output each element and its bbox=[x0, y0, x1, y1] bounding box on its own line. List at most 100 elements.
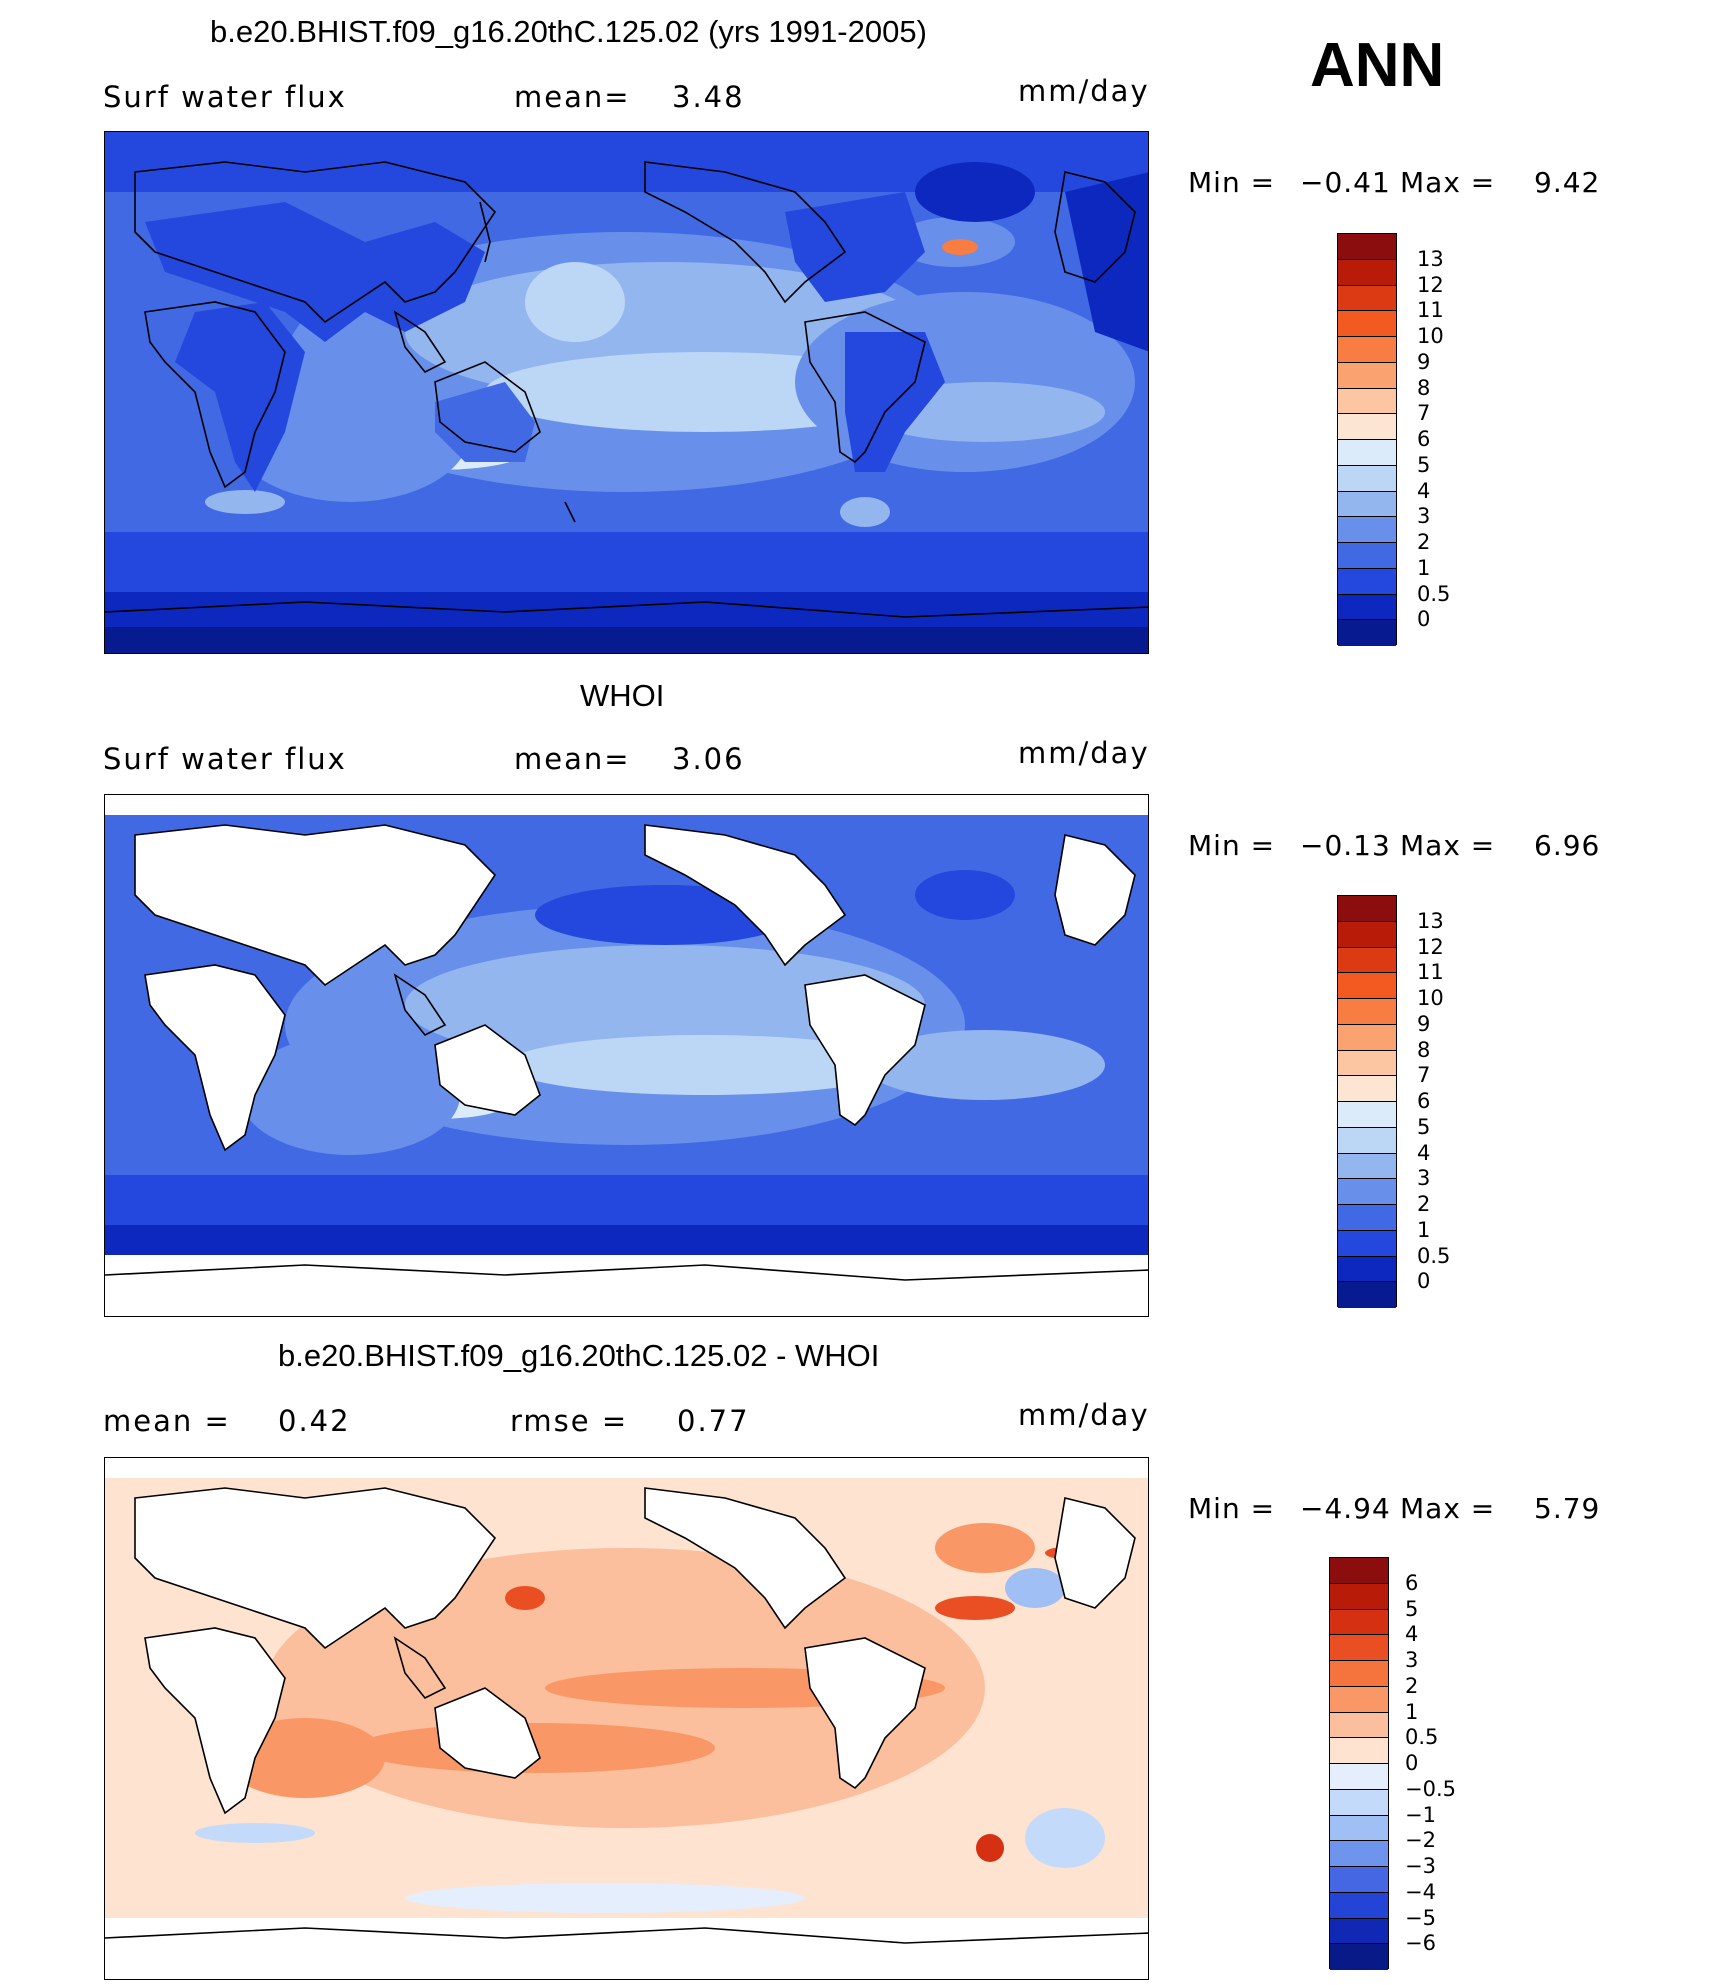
panel3-colorbar bbox=[1329, 1557, 1389, 1970]
colorbar-tick-label: 10 bbox=[1417, 986, 1444, 1010]
colorbar-swatch bbox=[1338, 1076, 1396, 1102]
colorbar-swatch bbox=[1338, 1205, 1396, 1231]
panel1-min-label: Min = bbox=[1188, 166, 1276, 199]
panel1-variable-label: Surf water flux bbox=[103, 80, 347, 114]
colorbar-swatch bbox=[1330, 1944, 1388, 1970]
colorbar-tick-label: −1 bbox=[1405, 1802, 1436, 1827]
colorbar-swatch bbox=[1330, 1635, 1388, 1661]
colorbar-tick-label: 8 bbox=[1417, 375, 1431, 400]
colorbar-tick-label: 6 bbox=[1417, 1089, 1431, 1113]
colorbar-swatch bbox=[1338, 311, 1396, 337]
panel2-variable-label: Surf water flux bbox=[103, 742, 347, 776]
panel3-title: b.e20.BHIST.f09_g16.20thC.125.02 - WHOI bbox=[278, 1338, 880, 1373]
colorbar-swatch bbox=[1338, 1230, 1396, 1257]
colorbar-swatch bbox=[1338, 1153, 1396, 1180]
colorbar-swatch bbox=[1338, 259, 1396, 286]
panel2-colorbar bbox=[1337, 895, 1397, 1308]
colorbar-tick-label: −0.5 bbox=[1405, 1776, 1456, 1801]
colorbar-tick-label: 5 bbox=[1417, 1114, 1431, 1139]
colorbar-tick-label: −5 bbox=[1405, 1905, 1436, 1930]
colorbar-tick-label: 1 bbox=[1417, 555, 1431, 580]
season-label: ANN bbox=[1310, 31, 1445, 100]
panel2-min-label: Min = bbox=[1188, 829, 1276, 862]
colorbar-swatch bbox=[1338, 1024, 1396, 1051]
colorbar-tick-label: 4 bbox=[1417, 478, 1431, 503]
panel1-units: mm/day bbox=[1018, 74, 1150, 108]
colorbar-tick-label: 9 bbox=[1417, 1011, 1431, 1036]
colorbar-tick-label: 0 bbox=[1417, 607, 1431, 632]
colorbar-swatch bbox=[1338, 285, 1396, 312]
panel1-title: b.e20.BHIST.f09_g16.20thC.125.02 (yrs 19… bbox=[210, 14, 927, 49]
colorbar-tick-label: 4 bbox=[1405, 1622, 1419, 1647]
colorbar-tick-label: 2 bbox=[1417, 1192, 1431, 1216]
panel3-min-value: −4.94 bbox=[1300, 1492, 1391, 1525]
colorbar-tick-label: 11 bbox=[1417, 298, 1444, 323]
colorbar-swatch bbox=[1330, 1661, 1388, 1687]
colorbar-swatch bbox=[1338, 517, 1396, 543]
colorbar-tick-label: 7 bbox=[1417, 401, 1431, 426]
colorbar-tick-label: −4 bbox=[1405, 1879, 1436, 1904]
colorbar-swatch bbox=[1330, 1686, 1388, 1713]
panel1-map bbox=[104, 131, 1149, 654]
colorbar-swatch bbox=[1338, 465, 1396, 492]
colorbar-tick-label: 13 bbox=[1417, 246, 1444, 271]
colorbar-swatch bbox=[1338, 594, 1396, 621]
panel2-max-value: 6.96 bbox=[1534, 829, 1601, 862]
colorbar-swatch bbox=[1338, 491, 1396, 518]
colorbar-swatch bbox=[1330, 1841, 1388, 1867]
panel3-map bbox=[104, 1457, 1149, 1980]
colorbar-swatch bbox=[1338, 896, 1396, 922]
colorbar-tick-label: 6 bbox=[1405, 1570, 1419, 1595]
panel3-max-label: Max = bbox=[1400, 1492, 1496, 1525]
colorbar-swatch bbox=[1338, 1282, 1396, 1308]
colorbar-tick-label: 0.5 bbox=[1417, 581, 1451, 606]
colorbar-tick-label: 1 bbox=[1417, 1217, 1431, 1242]
colorbar-swatch bbox=[1338, 1102, 1396, 1128]
colorbar-tick-label: 6 bbox=[1417, 427, 1431, 451]
colorbar-swatch bbox=[1338, 1127, 1396, 1154]
colorbar-tick-label: −3 bbox=[1405, 1854, 1436, 1878]
colorbar-swatch bbox=[1338, 414, 1396, 440]
colorbar-swatch bbox=[1338, 234, 1396, 260]
panel3-rmse-value: 0.77 bbox=[677, 1404, 750, 1438]
colorbar-tick-label: 8 bbox=[1417, 1037, 1431, 1062]
colorbar-swatch bbox=[1330, 1789, 1388, 1816]
colorbar-tick-label: 2 bbox=[1417, 530, 1431, 554]
colorbar-tick-label: 2 bbox=[1405, 1673, 1419, 1698]
colorbar-swatch bbox=[1330, 1815, 1388, 1842]
colorbar-swatch bbox=[1330, 1892, 1388, 1919]
panel1-map-field bbox=[105, 132, 1148, 653]
colorbar-tick-label: 1 bbox=[1405, 1699, 1419, 1724]
colorbar-tick-label: 5 bbox=[1417, 452, 1431, 477]
panel1-colorbar bbox=[1337, 233, 1397, 646]
colorbar-tick-label: 10 bbox=[1417, 324, 1444, 348]
colorbar-tick-label: 3 bbox=[1417, 1166, 1431, 1191]
panel2-mean-value: 3.06 bbox=[672, 742, 745, 776]
colorbar-swatch bbox=[1338, 921, 1396, 948]
colorbar-swatch bbox=[1338, 388, 1396, 415]
colorbar-tick-label: −2 bbox=[1405, 1828, 1436, 1853]
colorbar-swatch bbox=[1330, 1609, 1388, 1636]
colorbar-swatch bbox=[1338, 568, 1396, 595]
panel2-title: WHOI bbox=[580, 678, 665, 713]
colorbar-tick-label: 9 bbox=[1417, 349, 1431, 374]
panel3-map-field bbox=[105, 1458, 1148, 1979]
colorbar-swatch bbox=[1330, 1583, 1388, 1610]
panel3-rmse-label: rmse = bbox=[510, 1404, 629, 1438]
colorbar-swatch bbox=[1338, 947, 1396, 974]
colorbar-swatch bbox=[1338, 543, 1396, 569]
colorbar-swatch bbox=[1338, 1256, 1396, 1283]
panel2-map-field bbox=[105, 795, 1148, 1316]
panel3-mean-value: 0.42 bbox=[278, 1404, 351, 1438]
colorbar-tick-label: 12 bbox=[1417, 272, 1444, 297]
panel1-mean-label: mean= bbox=[514, 80, 631, 114]
colorbar-tick-label: 11 bbox=[1417, 960, 1444, 985]
colorbar-tick-label: 7 bbox=[1417, 1063, 1431, 1088]
colorbar-tick-label: 12 bbox=[1417, 934, 1444, 959]
colorbar-swatch bbox=[1338, 337, 1396, 363]
colorbar-swatch bbox=[1338, 999, 1396, 1025]
colorbar-tick-label: 3 bbox=[1417, 504, 1431, 529]
panel2-units: mm/day bbox=[1018, 736, 1150, 770]
panel1-min-value: −0.41 bbox=[1300, 166, 1391, 199]
colorbar-swatch bbox=[1338, 620, 1396, 646]
